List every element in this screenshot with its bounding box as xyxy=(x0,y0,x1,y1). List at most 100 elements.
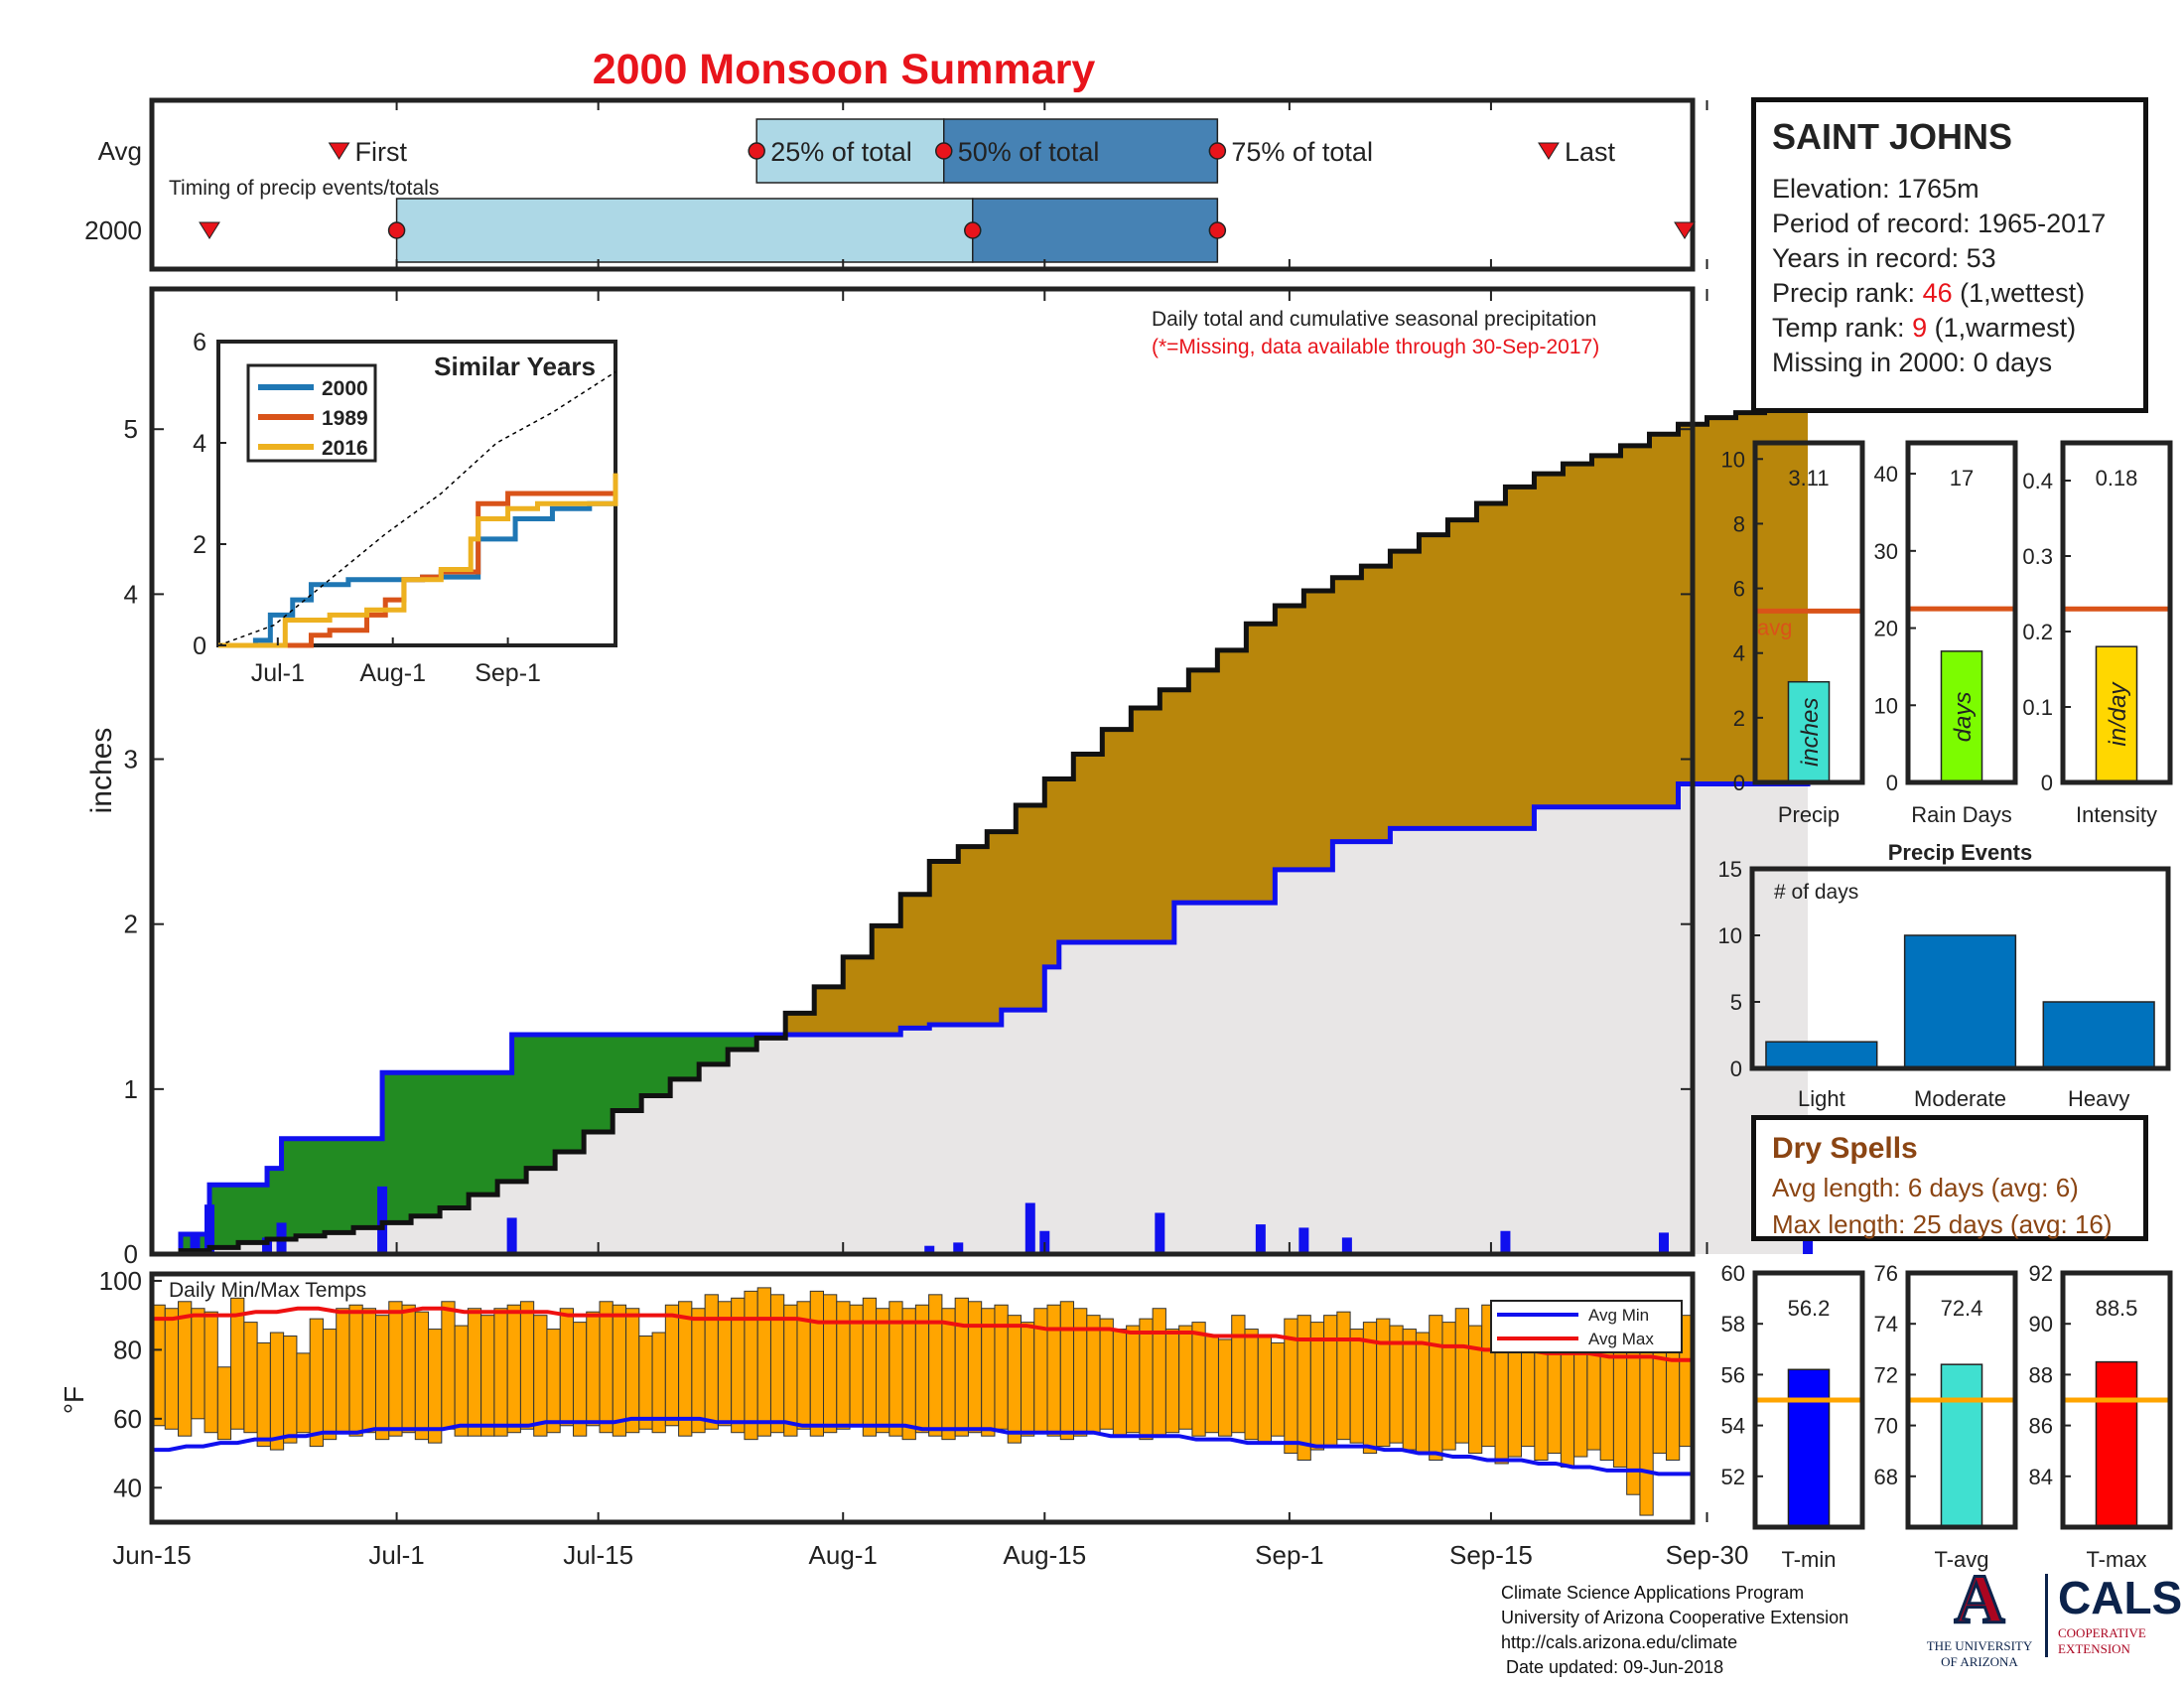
credits-link[interactable]: http://cals.arizona.edu/climate xyxy=(1501,1632,1738,1652)
daily-temp-bar xyxy=(876,1308,890,1434)
similar-year-line xyxy=(218,473,618,648)
daily-temp-bar xyxy=(1178,1325,1193,1430)
daily-temp-bar xyxy=(336,1308,350,1434)
daily-temp-bar xyxy=(769,1294,785,1434)
temp-y-tick-label: 40 xyxy=(113,1473,142,1502)
temp-y-axis-label: °F xyxy=(59,1386,89,1414)
daily-temp-bar xyxy=(678,1301,693,1437)
daily-temp-bar xyxy=(1271,1341,1286,1437)
daily-temp-bar xyxy=(164,1308,180,1430)
y-tick-label: 5 xyxy=(124,414,138,444)
summary-bar xyxy=(1787,680,1831,783)
daily-temp-bar xyxy=(572,1322,588,1437)
daily-temp-bar xyxy=(1429,1315,1443,1461)
cals-logo: CALS COOPERATIVE EXTENSION xyxy=(2045,1574,2184,1657)
temperature-panel-frame xyxy=(149,1271,1696,1525)
credits-line: Climate Science Applications Program xyxy=(1501,1583,1805,1603)
daily-precip-bar xyxy=(506,1217,517,1254)
precip-event-bar xyxy=(1903,934,2017,1069)
bar-unit-label: in/day xyxy=(2105,681,2131,747)
inset-x-tick-label: Sep-1 xyxy=(475,659,541,687)
daily-temp-bar xyxy=(322,1329,338,1441)
daily-temp-bar xyxy=(546,1329,561,1434)
temp-legend xyxy=(1490,1300,1683,1353)
daily-temp-bar xyxy=(256,1341,271,1448)
university-of-arizona-logo: A THE UNIVERSITY OF ARIZONA xyxy=(1920,1562,2039,1670)
daily-temp-bar xyxy=(178,1301,193,1437)
summary-y-tick-label: 6 xyxy=(1733,577,1745,602)
daily-temp-bar xyxy=(1402,1329,1417,1451)
precip-event-category: Moderate xyxy=(1914,1086,2006,1111)
summary-panel-frame xyxy=(1752,1270,1865,1530)
precip-rank-value: 46 xyxy=(1922,278,1953,308)
summary-y-tick-label: 90 xyxy=(2029,1312,2053,1336)
timing-row-label: Avg xyxy=(98,136,142,166)
daily-temp-bar xyxy=(283,1336,298,1444)
daily-temp-bar xyxy=(1454,1308,1469,1444)
timing-bar-late xyxy=(972,198,1219,263)
daily-temp-bar xyxy=(243,1322,258,1434)
daily-precip-bar xyxy=(1155,1212,1165,1254)
daily-precip-bar xyxy=(1500,1230,1511,1254)
precip-events-y-tick-label: 15 xyxy=(1718,857,1742,882)
y-tick-label: 1 xyxy=(124,1074,138,1104)
y-tick-label: 3 xyxy=(124,745,138,774)
summary-y-tick-label: 30 xyxy=(1874,539,1898,564)
temp-y-tick-label: 80 xyxy=(113,1335,142,1364)
credits-line: University of Arizona Cooperative Extens… xyxy=(1501,1608,1849,1627)
daily-temp-bar xyxy=(480,1315,495,1437)
inset-y-tick-label: 2 xyxy=(193,531,206,559)
daily-temp-bar xyxy=(1323,1315,1338,1448)
daily-temp-bar xyxy=(1231,1315,1246,1434)
temp-y-tick-label: 100 xyxy=(99,1266,142,1296)
daily-temp-bar xyxy=(1217,1338,1233,1437)
cals-logo-subtext: COOPERATIVE xyxy=(2058,1625,2146,1640)
legend-label: Avg Max xyxy=(1588,1330,1654,1348)
summary-value-label: 0.18 xyxy=(2096,466,2138,491)
temp-y-tick-label: 60 xyxy=(113,1404,142,1434)
summary-category-label: T-max xyxy=(2086,1547,2146,1572)
daily-temp-bar xyxy=(1376,1318,1391,1448)
similar-year-line xyxy=(217,370,616,646)
average-cumulative-line xyxy=(152,742,1811,1257)
timing-quartile-marker xyxy=(1208,142,1227,160)
summary-value-label: 88.5 xyxy=(2096,1296,2138,1321)
daily-temp-bar xyxy=(638,1336,653,1430)
summary-category-label: Rain Days xyxy=(1911,802,2011,827)
y-axis-label: inches xyxy=(85,728,118,814)
daily-temp-bar xyxy=(625,1308,640,1434)
summary-y-tick-label: 40 xyxy=(1874,462,1898,487)
daily-temp-bar xyxy=(1467,1325,1483,1455)
ua-logo-text: THE UNIVERSITY xyxy=(1926,1638,2033,1653)
summary-y-tick-label: 88 xyxy=(2029,1362,2053,1387)
daily-temp-bar xyxy=(1112,1329,1128,1437)
precip-events-y-tick-label: 10 xyxy=(1718,923,1742,948)
summary-y-tick-label: 4 xyxy=(1733,641,1745,666)
daily-temp-bar xyxy=(506,1304,521,1434)
summary-y-tick-label: 0 xyxy=(2041,771,2053,795)
daily-temp-bar xyxy=(191,1308,205,1420)
daily-precip-bar xyxy=(262,1237,273,1254)
timing-quartile-marker xyxy=(964,221,982,239)
timing-quartile-marker xyxy=(387,221,406,239)
daily-temp-bar xyxy=(296,1352,311,1434)
daily-temp-bar xyxy=(1059,1301,1075,1441)
daily-temp-bar xyxy=(941,1308,956,1441)
daily-temp-bar xyxy=(1139,1318,1154,1441)
summary-y-tick-label: 58 xyxy=(1721,1312,1745,1336)
station-name: SAINT JOHNS xyxy=(1772,116,2013,157)
inset-x-tick-label: Aug-1 xyxy=(359,659,426,687)
temp-rank-note: (1,warmest) xyxy=(1934,313,2077,343)
summary-category-label: T-avg xyxy=(1934,1547,1988,1572)
timing-label-q75: 75% of total xyxy=(1231,137,1373,167)
daily-precip-bar xyxy=(1255,1224,1266,1254)
precip-events-title: Precip Events xyxy=(1888,840,2033,865)
daily-temp-bar xyxy=(809,1290,825,1437)
x-tick-label: Aug-1 xyxy=(809,1540,878,1570)
bar-unit-label: days xyxy=(1950,692,1977,743)
x-tick-label: Sep-1 xyxy=(1255,1540,1323,1570)
timing-bar-early xyxy=(755,118,945,184)
summary-y-tick-label: 10 xyxy=(1721,447,1745,472)
precip-rank-note: (1,wettest) xyxy=(1960,278,2086,308)
ua-logo-letter: A xyxy=(1953,1562,2006,1638)
